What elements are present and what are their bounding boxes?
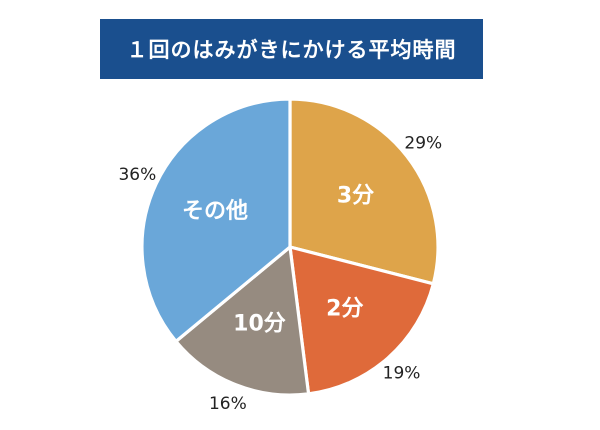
pie-slice-3 xyxy=(174,245,311,397)
pie-slice-2 xyxy=(288,245,435,396)
pie-slice-1 xyxy=(288,97,440,286)
percent-label-3: 16% xyxy=(209,394,247,414)
chart-title: １回のはみがきにかける平均時間 xyxy=(126,38,457,62)
pie-slice-4 xyxy=(140,97,292,343)
slice-label-3: 10分 xyxy=(233,312,286,337)
slice-label-1: 3分 xyxy=(337,184,374,209)
percent-label-2: 19% xyxy=(383,364,421,384)
percent-label-1: 29% xyxy=(404,134,442,154)
chart-title-banner: １回のはみがきにかける平均時間 xyxy=(100,19,483,79)
slice-label-4: その他 xyxy=(182,199,248,224)
percent-label-4: 36% xyxy=(118,165,156,185)
slice-label-2: 2分 xyxy=(326,297,363,322)
